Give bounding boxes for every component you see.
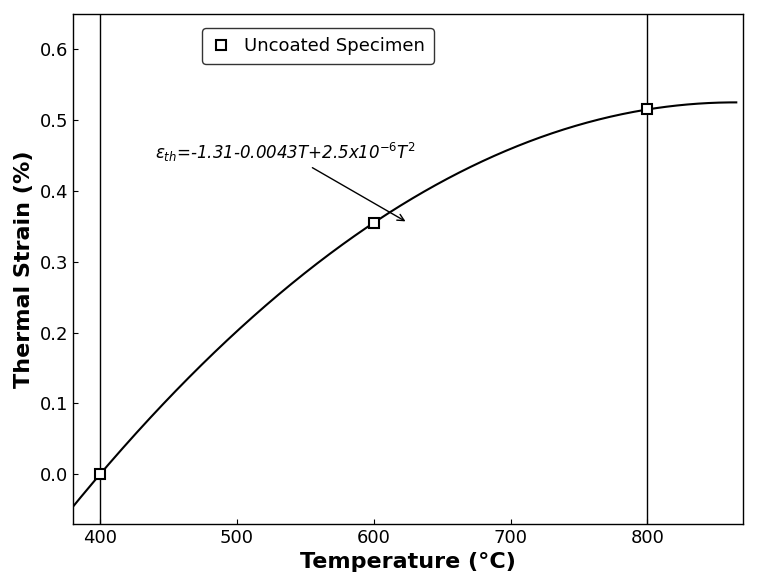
Uncoated Specimen xyxy=(643,106,652,113)
X-axis label: Temperature (°C): Temperature (°C) xyxy=(300,552,516,572)
Legend: Uncoated Specimen: Uncoated Specimen xyxy=(202,28,434,64)
Text: $\varepsilon_{th}$=-1.31-0.0043$T$+2.5x10$^{-6}$$T$$^{2}$: $\varepsilon_{th}$=-1.31-0.0043$T$+2.5x1… xyxy=(155,141,416,220)
Uncoated Specimen xyxy=(95,471,104,478)
Uncoated Specimen xyxy=(369,219,378,226)
Y-axis label: Thermal Strain (%): Thermal Strain (%) xyxy=(14,150,34,387)
Line: Uncoated Specimen: Uncoated Specimen xyxy=(95,105,653,479)
